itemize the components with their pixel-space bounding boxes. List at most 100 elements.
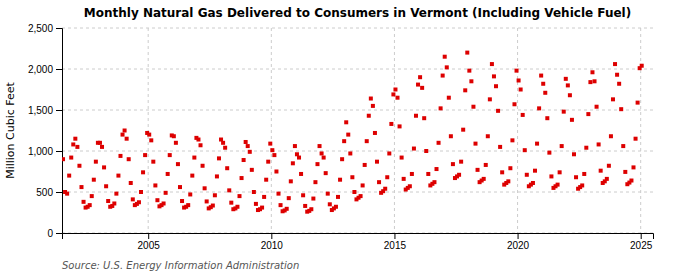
x-tick-mark <box>394 233 395 239</box>
x-grid-line <box>394 28 395 233</box>
point <box>279 203 283 207</box>
x-tick-label: 2025 <box>630 240 653 251</box>
point <box>621 144 625 148</box>
point <box>240 176 244 180</box>
point <box>558 170 562 174</box>
point <box>344 120 348 124</box>
point <box>141 170 145 174</box>
point <box>572 152 576 156</box>
x-tick-label: 2010 <box>261 240 284 251</box>
point <box>519 88 523 92</box>
point <box>285 207 289 211</box>
point <box>326 192 330 196</box>
point <box>560 144 564 148</box>
point <box>289 179 293 183</box>
point <box>334 205 338 209</box>
point <box>361 183 365 187</box>
point <box>250 168 254 172</box>
point <box>190 174 194 178</box>
point <box>441 74 445 78</box>
point <box>201 164 205 168</box>
point <box>125 137 129 141</box>
point <box>149 138 153 142</box>
point <box>71 142 75 146</box>
point <box>73 137 77 141</box>
point <box>102 165 106 169</box>
y-axis: 05001,0001,5002,0002,500 <box>28 23 63 239</box>
point <box>301 193 305 197</box>
point <box>246 144 250 148</box>
point <box>309 207 313 211</box>
point <box>412 147 416 151</box>
point <box>342 139 346 143</box>
point <box>396 96 400 100</box>
point <box>324 171 328 175</box>
point <box>562 110 566 114</box>
point <box>447 96 451 100</box>
x-tick-mark <box>271 233 272 239</box>
chart: 2005201020152020202505001,0001,5002,0002… <box>0 0 675 275</box>
point <box>525 173 529 177</box>
point <box>523 148 527 152</box>
x-tick: 2025 <box>630 233 653 251</box>
point <box>496 109 500 113</box>
point <box>168 153 172 157</box>
point <box>467 69 471 73</box>
point <box>313 180 317 184</box>
point <box>367 114 371 118</box>
point <box>178 185 182 189</box>
point <box>242 158 246 162</box>
x-grid-line <box>271 28 272 233</box>
x-grid-line <box>640 28 641 233</box>
point <box>276 192 280 196</box>
y-tick-mark <box>56 192 62 193</box>
point <box>238 194 242 198</box>
point <box>62 157 65 161</box>
y-grid-line <box>62 69 653 70</box>
point <box>215 174 219 178</box>
point <box>437 141 441 145</box>
point <box>463 88 467 92</box>
point <box>471 105 475 109</box>
point <box>346 133 350 137</box>
point <box>535 142 539 146</box>
point <box>549 174 553 178</box>
point <box>213 193 217 197</box>
y-tick: 1,500 <box>28 105 62 116</box>
point <box>297 156 301 160</box>
point <box>223 146 227 150</box>
title: Monthly Natural Gas Delivered to Consume… <box>84 6 631 20</box>
point <box>615 73 619 77</box>
point <box>593 79 597 83</box>
point <box>517 78 521 82</box>
point <box>400 156 404 160</box>
point <box>92 178 96 182</box>
point <box>424 149 428 153</box>
point <box>607 164 611 168</box>
source: Source: U.S. Energy Information Administ… <box>62 260 299 271</box>
point <box>632 165 636 169</box>
point <box>599 169 603 173</box>
point <box>408 184 412 188</box>
x-tick-mark <box>148 233 149 239</box>
point <box>266 160 270 164</box>
point <box>469 79 473 83</box>
x-tick: 2020 <box>507 233 530 251</box>
point <box>484 163 488 167</box>
marks <box>62 51 644 214</box>
y-tick-label: 0 <box>47 228 53 239</box>
point <box>252 190 256 194</box>
point <box>508 166 512 170</box>
point <box>127 157 131 161</box>
point <box>98 141 102 145</box>
point <box>303 204 307 208</box>
point <box>435 167 439 171</box>
y-tick: 2,500 <box>28 23 62 34</box>
point <box>597 142 601 146</box>
point <box>227 188 231 192</box>
y-grid-line <box>62 192 653 193</box>
point <box>116 174 120 178</box>
point <box>67 174 71 178</box>
point <box>449 134 453 138</box>
x-tick: 2010 <box>261 233 284 251</box>
